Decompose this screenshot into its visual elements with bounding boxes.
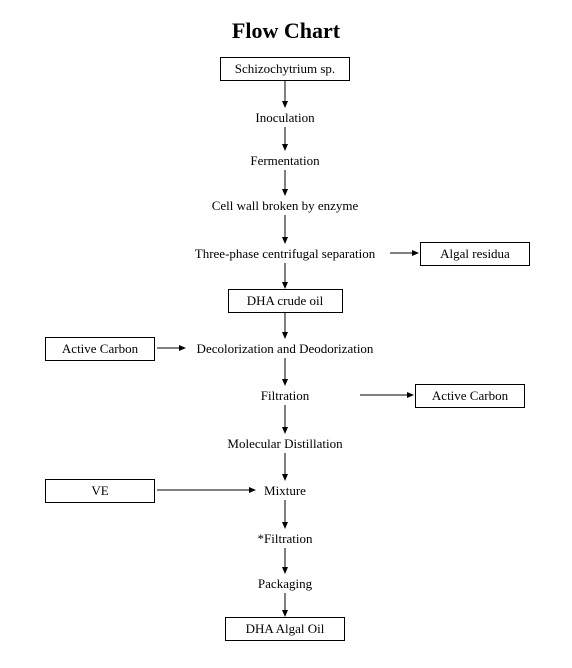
node-veL: VE bbox=[45, 479, 155, 503]
node-inoc: Inoculation bbox=[255, 110, 314, 126]
page-title: Flow Chart bbox=[0, 18, 572, 44]
node-cellwall: Cell wall broken by enzyme bbox=[212, 198, 359, 214]
node-activeInL: Active Carbon bbox=[45, 337, 155, 361]
node-schizo: Schizochytrium sp. bbox=[220, 57, 350, 81]
node-decolor: Decolorization and Deodorization bbox=[197, 341, 374, 357]
node-crude: DHA crude oil bbox=[228, 289, 343, 313]
node-filt1: Filtration bbox=[261, 388, 309, 404]
node-dhaoil: DHA Algal Oil bbox=[225, 617, 345, 641]
node-filt2: *Filtration bbox=[258, 531, 313, 547]
node-residua: Algal residua bbox=[420, 242, 530, 266]
node-activeOutR: Active Carbon bbox=[415, 384, 525, 408]
flowchart-arrows bbox=[0, 0, 572, 668]
node-mixture: Mixture bbox=[264, 483, 306, 499]
node-moldist: Molecular Distillation bbox=[227, 436, 342, 452]
node-pack: Packaging bbox=[258, 576, 312, 592]
node-ferm: Fermentation bbox=[250, 153, 319, 169]
node-threephase: Three-phase centrifugal separation bbox=[195, 246, 375, 262]
